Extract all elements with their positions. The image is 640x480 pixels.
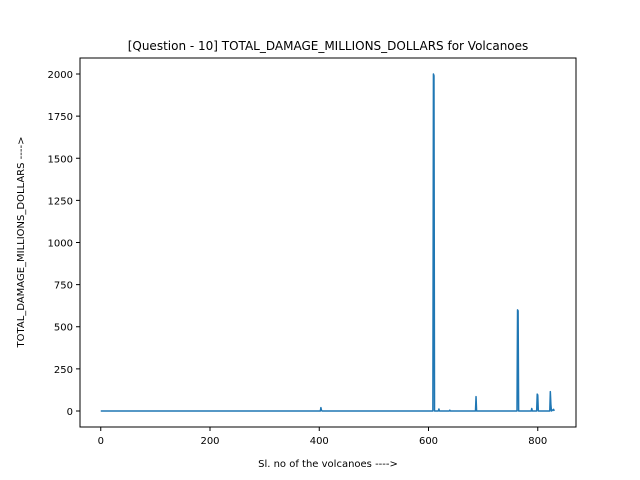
y-tick-label: 250: [54, 365, 73, 376]
plot-area: [79, 57, 577, 428]
y-tick-label: 1250: [48, 196, 73, 207]
x-axis-label: Sl. no of the volcanoes ---->: [258, 459, 398, 470]
x-tick-label: 0: [98, 436, 104, 447]
y-axis-ticks: 0 250 500 750 1000 1250 1500 1750 2000: [48, 70, 80, 418]
x-tick-label: 600: [419, 436, 438, 447]
series-line-0: [100, 73, 555, 412]
y-tick-label: 1000: [48, 239, 73, 250]
y-tick-label: 1750: [48, 112, 73, 123]
x-axis-ticks: 0 200 400 600 800: [98, 427, 547, 447]
x-tick-label: 400: [310, 436, 329, 447]
chart-title: [Question - 10] TOTAL_DAMAGE_MILLIONS_DO…: [128, 39, 529, 53]
x-tick-label: 200: [200, 436, 219, 447]
y-tick-label: 0: [67, 407, 73, 418]
y-tick-label: 500: [54, 323, 73, 334]
y-tick-label: 750: [54, 281, 73, 292]
y-tick-label: 2000: [48, 70, 73, 81]
y-tick-label: 1500: [48, 154, 73, 165]
x-tick-label: 800: [528, 436, 547, 447]
axes-frame: [79, 57, 577, 428]
y-axis-label: TOTAL_DAMAGE_MILLIONS_DOLLARS ---->: [16, 137, 27, 349]
